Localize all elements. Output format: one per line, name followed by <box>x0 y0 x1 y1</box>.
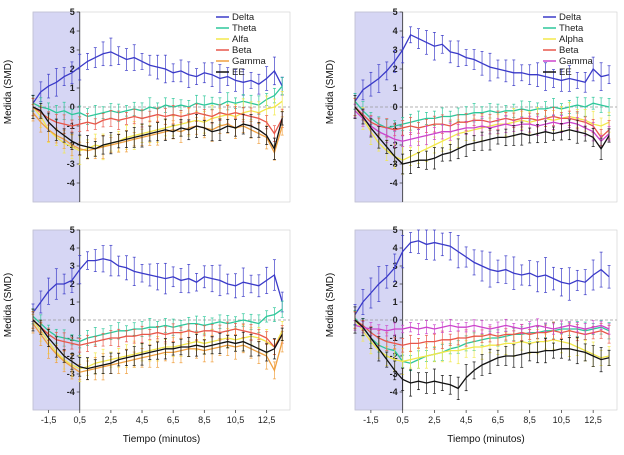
legend-label: Gamma <box>232 56 267 67</box>
y-tick-label: -3 <box>390 369 398 379</box>
y-tick-label: 1 <box>393 83 398 93</box>
y-tick-label: 5 <box>70 7 75 17</box>
y-tick-label: 5 <box>393 225 398 235</box>
y-tick-label: 2 <box>393 279 398 289</box>
y-tick-label: 0 <box>393 315 398 325</box>
x-tick-label: 10,5 <box>553 415 571 425</box>
y-tick-label: -3 <box>390 159 398 169</box>
x-tick-label: 4,5 <box>460 415 473 425</box>
y-tick-label: 4 <box>393 26 398 36</box>
y-axis-title: Medida (SMD) <box>3 60 14 124</box>
y-tick-label: 4 <box>393 243 398 253</box>
x-tick-label: -1,5 <box>363 415 379 425</box>
y-tick-label: -4 <box>390 178 398 188</box>
y-axis-title: Medida (SMD) <box>325 273 336 337</box>
x-tick-label: 4,5 <box>136 415 149 425</box>
y-tick-label: 1 <box>70 297 75 307</box>
y-tick-label: 1 <box>70 83 75 93</box>
x-tick-label: 12,5 <box>584 415 602 425</box>
y-tick-label: 4 <box>70 26 75 36</box>
figure: -4-3-2-1012345Medida (SMD)DeltaThetaAlfa… <box>0 0 624 450</box>
x-tick-label: 2,5 <box>428 415 441 425</box>
x-tick-label: 2,5 <box>105 415 118 425</box>
x-tick-label: 0,5 <box>396 415 409 425</box>
x-tick-label: -1,5 <box>41 415 57 425</box>
legend-label: Delta <box>559 12 582 23</box>
legend-label: Gamma <box>559 56 594 67</box>
y-tick-label: -2 <box>67 351 75 361</box>
y-tick-label: -4 <box>390 387 398 397</box>
legend-label: EE <box>559 67 572 78</box>
legend-label: Theta <box>559 23 584 34</box>
x-tick-label: 8,5 <box>198 415 211 425</box>
y-tick-label: 1 <box>393 297 398 307</box>
y-tick-label: 4 <box>70 243 75 253</box>
y-tick-label: 0 <box>393 102 398 112</box>
x-tick-label: 6,5 <box>167 415 180 425</box>
y-tick-label: -4 <box>67 178 75 188</box>
chart-figure: -4-3-2-1012345Medida (SMD)DeltaThetaAlfa… <box>0 0 624 450</box>
x-tick-label: 12,5 <box>258 415 276 425</box>
legend-label: Alfa <box>232 34 249 45</box>
y-tick-label: -2 <box>390 140 398 150</box>
y-tick-label: -4 <box>67 387 75 397</box>
x-tick-label: 0,5 <box>73 415 86 425</box>
legend-label: Alpha <box>559 34 584 45</box>
x-axis-title: Tiempo (minutos) <box>123 434 200 445</box>
y-axis-title: Medida (SMD) <box>3 273 14 337</box>
y-tick-label: 3 <box>393 45 398 55</box>
y-tick-label: 5 <box>393 7 398 17</box>
legend-label: Delta <box>232 12 255 23</box>
x-tick-label: 8,5 <box>523 415 536 425</box>
y-tick-label: 3 <box>70 45 75 55</box>
legend-label: EE <box>232 67 245 78</box>
x-tick-label: 10,5 <box>227 415 245 425</box>
y-tick-label: 0 <box>70 315 75 325</box>
legend-label: Beta <box>559 45 579 56</box>
x-tick-label: 6,5 <box>492 415 505 425</box>
legend-label: Theta <box>232 23 257 34</box>
y-tick-label: -3 <box>67 159 75 169</box>
y-tick-label: -3 <box>67 369 75 379</box>
y-axis-title: Medida (SMD) <box>325 60 336 124</box>
x-axis-title: Tiempo (minutos) <box>447 434 524 445</box>
legend-label: Beta <box>232 45 252 56</box>
y-tick-label: 5 <box>70 225 75 235</box>
